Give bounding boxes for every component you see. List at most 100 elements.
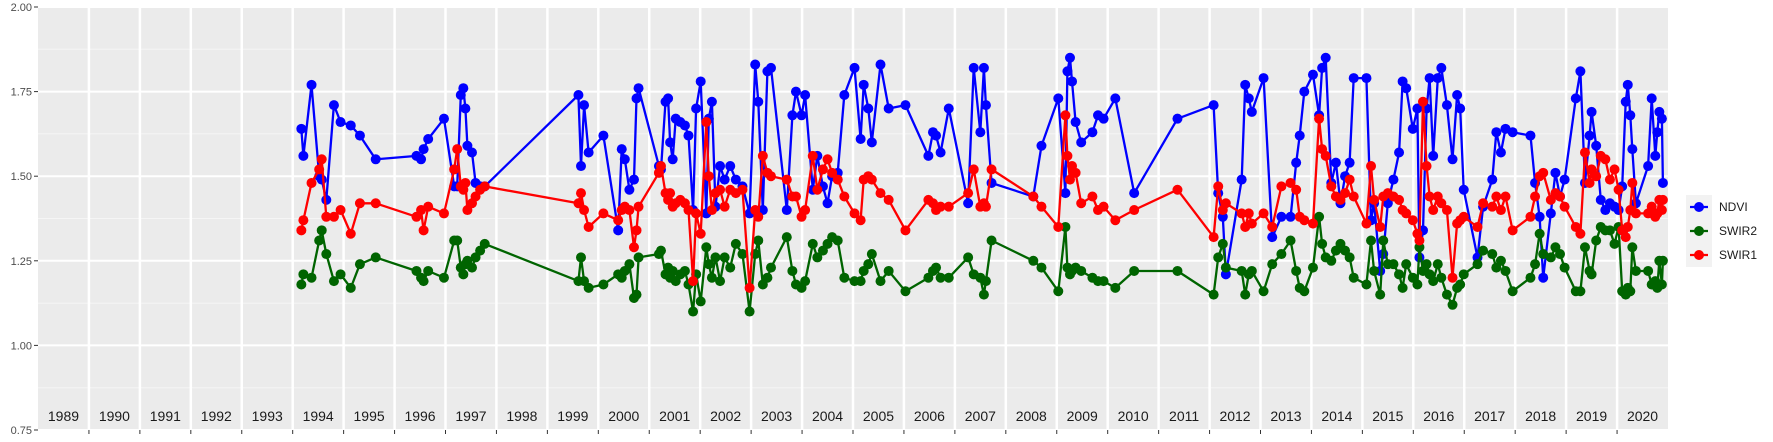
point-swir2 xyxy=(1267,259,1278,270)
point-swir2 xyxy=(1246,265,1257,276)
point-swir2 xyxy=(866,249,877,260)
point-ndvi xyxy=(1441,100,1452,111)
point-swir2 xyxy=(1060,221,1071,232)
point-swir1 xyxy=(980,201,991,212)
point-swir2 xyxy=(598,279,609,290)
point-swir1 xyxy=(575,188,586,199)
point-swir1 xyxy=(1417,96,1428,107)
point-swir1 xyxy=(883,194,894,205)
point-swir1 xyxy=(765,171,776,182)
point-swir2 xyxy=(458,269,469,280)
point-swir2 xyxy=(1344,252,1355,263)
point-ndvi xyxy=(296,123,307,134)
point-swir2 xyxy=(1534,228,1545,239)
year-label: 1996 xyxy=(404,408,435,424)
point-swir1 xyxy=(1500,191,1511,202)
point-swir2 xyxy=(963,252,974,263)
point-ndvi xyxy=(943,103,954,114)
point-swir2 xyxy=(832,235,843,246)
point-swir2 xyxy=(737,249,748,260)
point-swir1 xyxy=(1657,194,1668,205)
point-ndvi xyxy=(335,117,346,128)
year-label: 2015 xyxy=(1372,408,1403,424)
point-swir1 xyxy=(832,174,843,185)
point-ndvi xyxy=(1525,130,1536,141)
point-swir1 xyxy=(1472,221,1483,232)
point-ndvi xyxy=(438,113,449,124)
point-swir2 xyxy=(314,235,325,246)
point-swir1 xyxy=(1487,201,1498,212)
point-swir1 xyxy=(1424,191,1435,202)
point-ndvi xyxy=(1436,62,1447,73)
point-ndvi xyxy=(1627,144,1638,155)
point-swir1 xyxy=(1495,205,1506,216)
point-swir2 xyxy=(452,235,463,246)
point-ndvi xyxy=(790,86,801,97)
point-ndvi xyxy=(1064,52,1075,63)
point-swir1 xyxy=(744,282,755,293)
legend-label: NDVI xyxy=(1719,200,1748,214)
point-swir2 xyxy=(1314,211,1325,222)
point-ndvi xyxy=(1428,150,1439,161)
year-label: 1994 xyxy=(303,408,334,424)
point-ndvi xyxy=(1625,110,1636,121)
point-swir1 xyxy=(1478,198,1489,209)
point-swir2 xyxy=(296,279,307,290)
point-ndvi xyxy=(1447,154,1458,165)
point-swir1 xyxy=(1299,215,1310,226)
point-swir1 xyxy=(1361,218,1372,229)
point-ndvi xyxy=(1285,211,1296,222)
point-ndvi xyxy=(935,147,946,158)
point-swir2 xyxy=(575,252,586,263)
point-swir1 xyxy=(573,198,584,209)
point-ndvi xyxy=(1344,157,1355,168)
point-swir1 xyxy=(328,211,339,222)
year-label: 2005 xyxy=(863,408,894,424)
point-swir2 xyxy=(1575,286,1586,297)
point-ndvi xyxy=(573,89,584,100)
point-swir1 xyxy=(827,167,838,178)
point-ndvi xyxy=(715,161,726,172)
point-swir2 xyxy=(1604,225,1615,236)
point-swir1 xyxy=(1530,191,1541,202)
x-axis: 1989 1990 1991 1992 1993 1994 1995 1996 1997 1998… xyxy=(48,408,1658,434)
point-swir2 xyxy=(715,276,726,287)
year-label: 1991 xyxy=(150,408,181,424)
point-swir1 xyxy=(479,181,490,192)
year-label: 2011 xyxy=(1169,408,1199,424)
point-ndvi xyxy=(875,59,886,70)
point-swir1 xyxy=(986,164,997,175)
point-swir1 xyxy=(715,184,726,195)
point-swir1 xyxy=(1129,205,1140,216)
point-swir2 xyxy=(688,306,699,317)
point-ndvi xyxy=(691,103,702,114)
point-swir1 xyxy=(900,225,911,236)
grid xyxy=(38,6,1668,431)
point-swir1 xyxy=(1307,218,1318,229)
point-swir1 xyxy=(1491,191,1502,202)
legend-label: SWIR1 xyxy=(1719,248,1757,262)
point-swir2 xyxy=(418,276,429,287)
point-swir1 xyxy=(875,188,886,199)
point-ndvi xyxy=(883,103,894,114)
point-swir2 xyxy=(479,238,490,249)
year-label: 2017 xyxy=(1474,408,1505,424)
point-swir1 xyxy=(1609,164,1620,175)
point-ndvi xyxy=(800,89,811,100)
point-ndvi xyxy=(1240,79,1251,90)
point-swir1 xyxy=(753,211,764,222)
point-ndvi xyxy=(931,130,942,141)
point-swir2 xyxy=(1291,265,1302,276)
point-swir1 xyxy=(1062,150,1073,161)
point-swir1 xyxy=(1559,201,1570,212)
point-ndvi xyxy=(1060,188,1071,199)
point-ndvi xyxy=(1613,205,1624,216)
point-swir1 xyxy=(691,208,702,219)
point-swir2 xyxy=(931,262,942,273)
point-ndvi xyxy=(345,120,356,131)
point-ndvi xyxy=(306,79,317,90)
point-swir2 xyxy=(1276,249,1287,260)
point-swir1 xyxy=(1646,201,1657,212)
point-swir1 xyxy=(807,150,818,161)
point-swir1 xyxy=(1098,201,1109,212)
